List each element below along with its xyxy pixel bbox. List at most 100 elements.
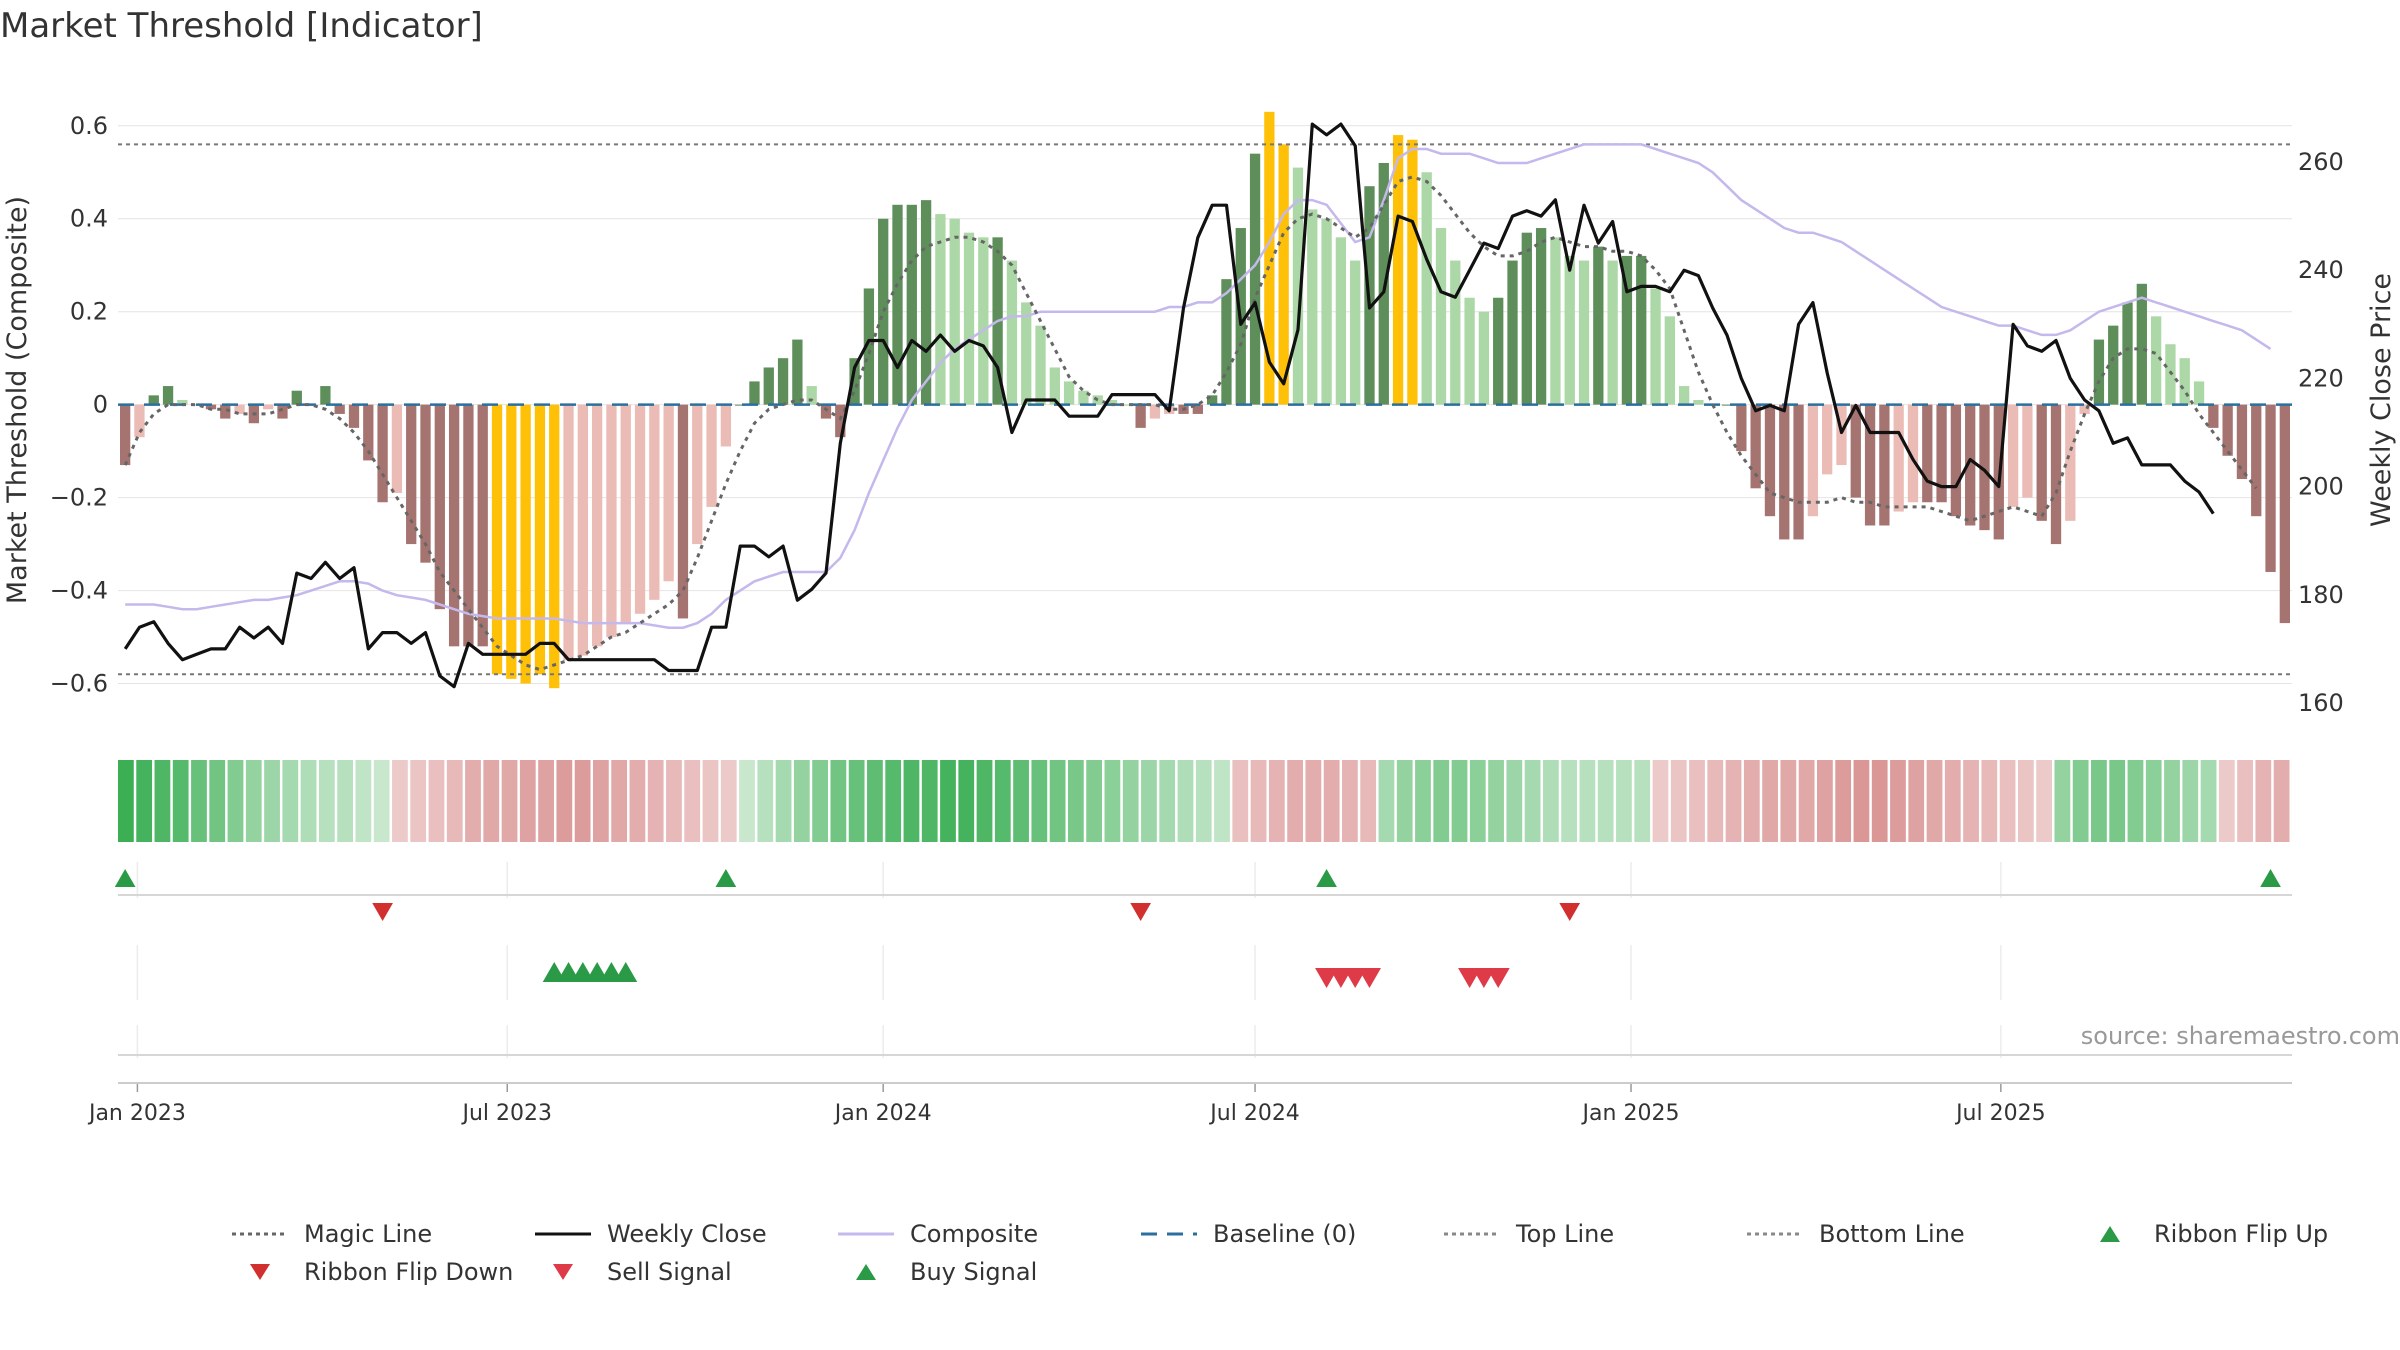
composite-bar xyxy=(1493,297,1504,405)
composite-bar xyxy=(806,386,817,405)
composite-bar xyxy=(2193,381,2205,405)
ribbon-cell xyxy=(264,760,280,842)
ribbon-cell xyxy=(154,760,171,842)
ribbon-flip-up-marker xyxy=(1316,869,1337,887)
composite-bar xyxy=(1149,404,1161,419)
composite-bar xyxy=(1021,302,1032,405)
composite-bar xyxy=(2150,316,2162,405)
composite-bar xyxy=(1550,237,1561,405)
composite-bar xyxy=(263,404,274,410)
solid-line-icon xyxy=(838,1232,894,1236)
ribbon-cell xyxy=(958,760,975,842)
ribbon-flip-up-marker xyxy=(715,869,737,887)
composite-bar xyxy=(2079,404,2090,414)
y-axis-label-right: Weekly Close Price xyxy=(2366,273,2397,527)
ribbon-cell xyxy=(1890,760,1906,842)
composite-bar xyxy=(620,404,631,624)
ribbon-cell xyxy=(172,760,189,842)
ribbon-cell xyxy=(885,760,902,842)
composite-bar xyxy=(2208,404,2219,428)
composite-bar xyxy=(1650,288,1661,405)
ribbon-cell xyxy=(2054,760,2071,842)
ribbon-cell xyxy=(118,760,134,842)
ribbon-cell xyxy=(1835,760,1852,842)
ribbon-cell xyxy=(1122,760,1139,842)
composite-bar xyxy=(1965,404,1976,526)
buy-signal-marker xyxy=(614,962,638,982)
left-tick-label: 0.2 xyxy=(70,298,108,326)
ribbon-cell xyxy=(629,760,646,842)
legend-item: Baseline (0) xyxy=(1139,1220,1442,1248)
right-tick-label: 180 xyxy=(2298,581,2344,609)
ribbon-cell xyxy=(1342,760,1358,842)
composite-bar xyxy=(1736,404,1747,452)
composite-bar xyxy=(2050,404,2062,545)
composite-bar xyxy=(448,404,460,647)
signal-markers xyxy=(114,862,2292,1084)
composite-bar xyxy=(1607,260,1618,405)
ribbon-cell xyxy=(1652,760,1669,842)
composite-bar xyxy=(520,404,531,684)
x-tick-label: Jul 2023 xyxy=(460,1101,552,1126)
composite-bar xyxy=(491,404,503,675)
x-tick-label: Jul 2024 xyxy=(1208,1101,1300,1126)
composite-bar xyxy=(1207,395,1218,405)
ribbon-cell xyxy=(574,760,591,842)
right-tick-label: 200 xyxy=(2298,473,2344,501)
ribbon-cell xyxy=(1926,760,1943,842)
composite-bar xyxy=(1450,260,1461,405)
composite-bars xyxy=(120,111,2290,689)
ribbon-cell xyxy=(1214,760,1230,842)
ribbon-strip xyxy=(118,760,2290,842)
ribbon-cell xyxy=(867,760,883,842)
composite-bar xyxy=(677,404,689,619)
ribbon-cell xyxy=(483,760,500,842)
composite-bar xyxy=(1292,167,1304,405)
composite-bar xyxy=(777,358,789,405)
ribbon-cell xyxy=(1853,760,1870,842)
sell-signal-marker xyxy=(1357,968,1381,988)
composite-bar xyxy=(1392,135,1404,405)
composite-bar xyxy=(1435,228,1447,405)
dotted-line-icon xyxy=(1747,1232,1803,1236)
ribbon-cell xyxy=(757,760,774,842)
composite-bar xyxy=(1478,311,1490,405)
composite-bar xyxy=(849,358,860,405)
composite-bar xyxy=(1822,404,1833,475)
chart-title: Market Threshold [Indicator] xyxy=(0,6,483,46)
ribbon-cell xyxy=(1287,760,1303,842)
ribbon-cell xyxy=(337,760,353,842)
ribbon-cell xyxy=(556,760,573,842)
ribbon-cell xyxy=(1670,760,1687,842)
composite-bar xyxy=(2236,404,2248,480)
composite-bar xyxy=(935,214,946,405)
legend-item: Sell Signal xyxy=(533,1258,836,1286)
composite-bar xyxy=(320,386,331,405)
composite-bar xyxy=(177,400,188,405)
ribbon-cell xyxy=(1469,760,1486,842)
composite-bar xyxy=(162,386,174,405)
ribbon-cell xyxy=(1817,760,1833,842)
ribbon-cell xyxy=(1634,760,1651,842)
composite-bar xyxy=(706,404,717,507)
axes: 0.6 0.4 0.2 0 −0.2 −0.4 −0.6 260 240 220 200 180 160… xyxy=(2,70,2397,1126)
left-tick-label: 0.6 xyxy=(70,112,108,140)
sell-signal-marker xyxy=(1486,968,1510,988)
composite-bar xyxy=(2022,404,2033,498)
composite-bar xyxy=(120,404,131,466)
legend-item: Composite xyxy=(836,1220,1139,1248)
ribbon-cell xyxy=(1743,760,1760,842)
ribbon-cell xyxy=(1542,760,1559,842)
ribbon-cell xyxy=(775,760,792,842)
right-tick-label: 240 xyxy=(2298,256,2344,284)
ribbon-cell xyxy=(1780,760,1797,842)
ribbon-cell xyxy=(1944,760,1961,842)
composite-bar xyxy=(434,404,445,610)
legend-item: Bottom Line xyxy=(1745,1220,2080,1248)
ribbon-cell xyxy=(1488,760,1504,842)
left-tick-label: 0.4 xyxy=(70,205,108,233)
composite-bar xyxy=(1578,260,1590,405)
ribbon-cell xyxy=(1086,760,1103,842)
composite-bar xyxy=(1278,144,1289,405)
ribbon-cell xyxy=(136,760,153,842)
